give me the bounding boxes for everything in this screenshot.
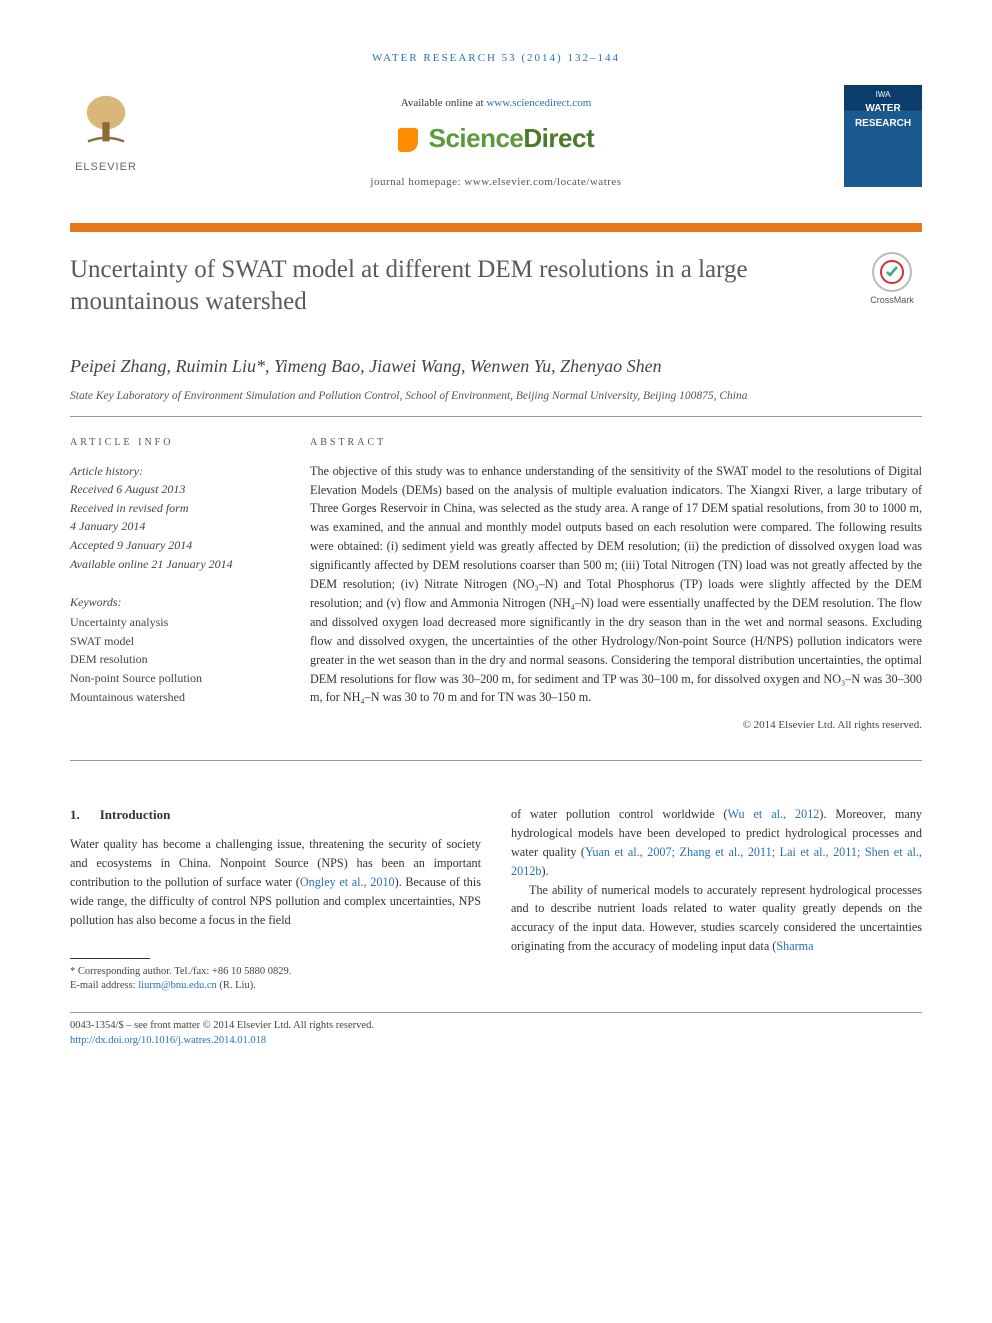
history-line: Received in revised form <box>70 499 280 518</box>
history-line: 4 January 2014 <box>70 517 280 536</box>
cover-iwa-label: IWA <box>848 89 918 101</box>
vol-pages: 53 (2014) 132–144 <box>502 52 620 64</box>
available-online-line: Available online at www.sciencedirect.co… <box>70 95 922 112</box>
running-head: WATER RESEARCH 53 (2014) 132–144 <box>70 50 922 67</box>
issn-copyright-line: 0043-1354/$ – see front matter © 2014 El… <box>70 1019 922 1034</box>
article-title: Uncertainty of SWAT model at different D… <box>70 254 842 319</box>
orange-divider <box>70 223 922 232</box>
affiliation: State Key Laboratory of Environment Simu… <box>70 388 922 404</box>
citation-link[interactable]: Sharma <box>776 939 813 953</box>
keyword: Mountainous watershed <box>70 688 280 707</box>
body-two-column: 1. Introduction Water quality has become … <box>70 805 922 994</box>
title-block: CrossMark Uncertainty of SWAT model at d… <box>70 232 922 333</box>
article-info-col: ARTICLE INFO Article history: Received 6… <box>70 435 280 734</box>
divider <box>70 416 922 417</box>
abstract-col: ABSTRACT The objective of this study was… <box>310 435 922 734</box>
crossmark-badge[interactable]: CrossMark <box>862 252 922 308</box>
history-line: Available online 21 January 2014 <box>70 555 280 574</box>
footnotes: * Corresponding author. Tel./fax: +86 10… <box>70 965 481 994</box>
elsevier-logo: ELSEVIER <box>70 85 142 176</box>
history-line: Received 6 August 2013 <box>70 480 280 499</box>
article-history: Article history: Received 6 August 2013 … <box>70 462 280 574</box>
keywords-label: Keywords: <box>70 593 280 611</box>
abstract-copyright: © 2014 Elsevier Ltd. All rights reserved… <box>310 717 922 734</box>
sciencedirect-logo: ScienceDirect <box>70 119 922 158</box>
section-number: 1. <box>70 807 80 822</box>
citation-link[interactable]: Ongley et al., 2010 <box>300 875 395 889</box>
info-abstract-row: ARTICLE INFO Article history: Received 6… <box>70 435 922 734</box>
journal-abbrev: WATER RESEARCH <box>372 52 497 64</box>
abstract-label: ABSTRACT <box>310 435 922 450</box>
keyword: Uncertainty analysis <box>70 613 280 632</box>
history-label: Article history: <box>70 462 280 481</box>
body-col-left: 1. Introduction Water quality has become … <box>70 805 481 994</box>
footer-divider <box>70 1012 922 1013</box>
keywords-list: Uncertainty analysis SWAT model DEM reso… <box>70 613 280 706</box>
keyword: DEM resolution <box>70 650 280 669</box>
elsevier-tree-icon <box>70 85 142 157</box>
citation-link[interactable]: Wu et al., 2012 <box>727 807 819 821</box>
body-paragraph: The ability of numerical models to accur… <box>511 881 922 957</box>
doi-link[interactable]: http://dx.doi.org/10.1016/j.watres.2014.… <box>70 1035 266 1046</box>
footer-block: 0043-1354/$ – see front matter © 2014 El… <box>70 1019 922 1048</box>
journal-cover-thumb: IWA WATER RESEARCH <box>844 85 922 187</box>
corresponding-author-note: * Corresponding author. Tel./fax: +86 10… <box>70 965 481 980</box>
cover-journal-title: WATER RESEARCH <box>848 101 918 131</box>
abstract-text: The objective of this study was to enhan… <box>310 462 922 708</box>
email-line: E-mail address: liurm@bnu.edu.cn (R. Liu… <box>70 979 481 994</box>
body-paragraph: Water quality has become a challenging i… <box>70 835 481 930</box>
elsevier-wordmark: ELSEVIER <box>70 159 142 176</box>
body-col-right: of water pollution control worldwide (Wu… <box>511 805 922 994</box>
branding-header: ELSEVIER IWA WATER RESEARCH Available on… <box>70 85 922 213</box>
article-info-label: ARTICLE INFO <box>70 435 280 450</box>
history-line: Accepted 9 January 2014 <box>70 536 280 555</box>
keyword: Non-point Source pollution <box>70 669 280 688</box>
sciencedirect-link[interactable]: www.sciencedirect.com <box>486 97 591 109</box>
footnote-rule <box>70 958 150 959</box>
author-list: Peipei Zhang, Ruimin Liu*, Yimeng Bao, J… <box>70 353 922 380</box>
section-heading: 1. Introduction <box>70 805 481 825</box>
crossmark-icon <box>872 252 912 292</box>
journal-homepage-line: journal homepage: www.elsevier.com/locat… <box>70 174 922 191</box>
keyword: SWAT model <box>70 632 280 651</box>
section-title: Introduction <box>100 807 171 822</box>
author-email-link[interactable]: liurm@bnu.edu.cn <box>138 980 217 991</box>
body-paragraph: of water pollution control worldwide (Wu… <box>511 805 922 881</box>
divider <box>70 760 922 761</box>
